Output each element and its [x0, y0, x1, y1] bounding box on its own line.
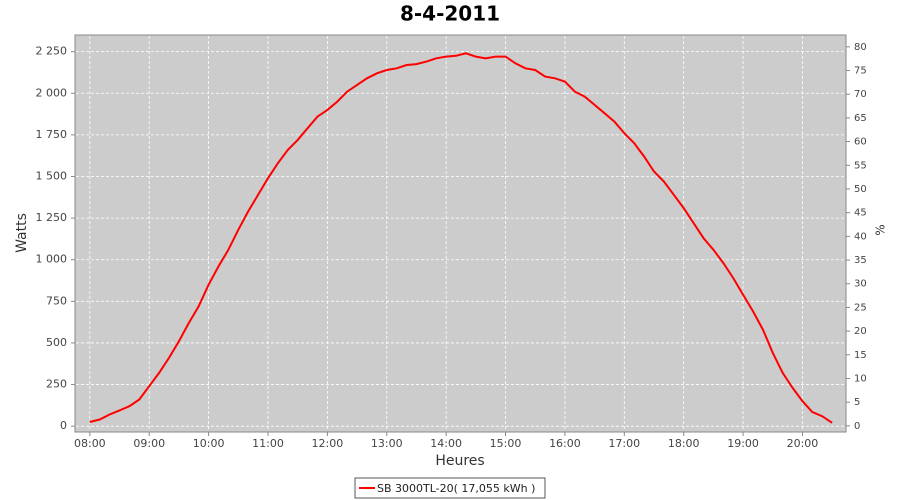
x-tick-label: 20:00 [787, 437, 819, 450]
y2-tick-label: 10 [854, 373, 867, 384]
x-tick-label: 09:00 [133, 437, 165, 450]
y2-tick-label: 80 [854, 42, 867, 53]
x-tick-label: 15:00 [490, 437, 522, 450]
y2-axis-label: % [874, 224, 888, 235]
y-axis-label: Watts [14, 213, 30, 253]
y2-tick-label: 75 [854, 66, 867, 77]
x-tick-label: 10:00 [193, 437, 225, 450]
legend-label: SB 3000TL-20( 17,055 kWh ) [377, 482, 535, 495]
y-tick-label: 1 000 [36, 253, 68, 266]
y-tick-label: 0 [60, 419, 67, 432]
x-tick-label: 17:00 [608, 437, 640, 450]
y-tick-label: 1 250 [36, 211, 68, 224]
y2-tick-label: 25 [854, 302, 867, 313]
x-tick-label: 11:00 [252, 437, 284, 450]
x-tick-label: 13:00 [371, 437, 403, 450]
plot-area [74, 34, 847, 433]
x-tick-label: 08:00 [74, 437, 106, 450]
y-tick-label: 1 500 [36, 169, 68, 182]
y2-tick-label: 60 [854, 137, 867, 148]
y2-tick-label: 20 [854, 326, 867, 337]
y2-tick-label: 65 [854, 113, 867, 124]
y2-tick-label: 40 [854, 231, 867, 242]
y-tick-label: 250 [46, 378, 67, 391]
y-tick-label: 500 [46, 336, 67, 349]
y2-tick-label: 30 [854, 279, 867, 290]
y2-tick-label: 5 [854, 397, 860, 408]
y2-tick-label: 35 [854, 255, 867, 266]
y2-tick-label: 55 [854, 160, 867, 171]
x-tick-label: 19:00 [727, 437, 759, 450]
y-tick-label: 1 750 [36, 128, 68, 141]
y2-tick-label: 70 [854, 89, 867, 100]
y-tick-label: 2 250 [36, 45, 68, 58]
chart-title: 8-4-2011 [400, 2, 500, 26]
y-tick-label: 750 [46, 294, 67, 307]
x-tick-label: 16:00 [549, 437, 581, 450]
y2-tick-label: 45 [854, 208, 867, 219]
y2-tick-label: 50 [854, 184, 867, 195]
x-tick-label: 12:00 [312, 437, 344, 450]
x-tick-label: 18:00 [668, 437, 700, 450]
y2-tick-label: 15 [854, 350, 867, 361]
data-line [89, 52, 833, 424]
legend-box [354, 477, 546, 499]
x-tick-label: 14:00 [430, 437, 462, 450]
x-axis-label: Heures [435, 453, 484, 469]
y-tick-label: 2 000 [36, 86, 68, 99]
y2-tick-label: 0 [854, 421, 860, 432]
